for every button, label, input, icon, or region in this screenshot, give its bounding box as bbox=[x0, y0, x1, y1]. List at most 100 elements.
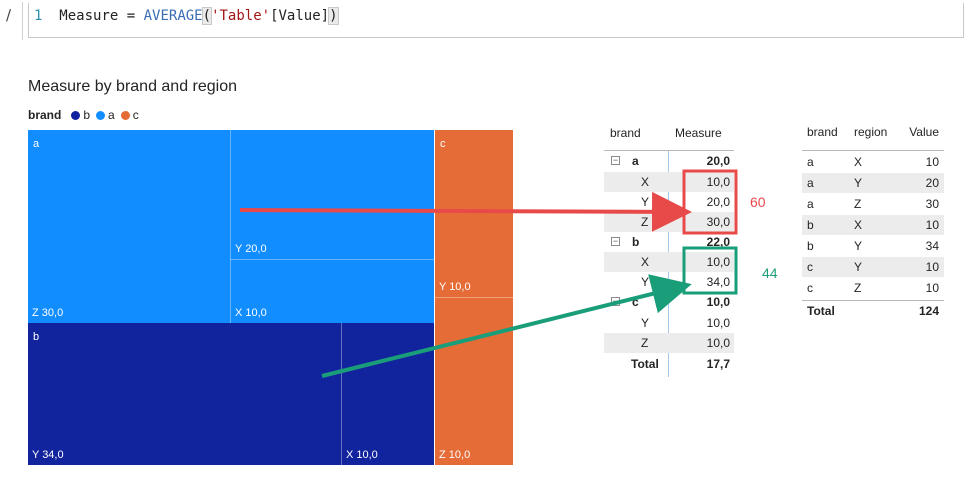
legend-dot-a bbox=[96, 110, 106, 120]
formula-open-paren: ( bbox=[201, 7, 213, 25]
legend-dot-b bbox=[71, 110, 81, 120]
table-cell-region: Y bbox=[854, 239, 863, 253]
matrix-header-rule bbox=[604, 150, 734, 151]
collapse-icon[interactable]: − bbox=[611, 155, 620, 165]
table-cell-brand: c bbox=[807, 260, 813, 274]
matrix-row-value: 10,0 bbox=[706, 255, 730, 269]
formula-function: AVERAGE bbox=[143, 8, 203, 24]
legend-label-c[interactable]: c bbox=[132, 108, 139, 122]
annotation-label-red: 60 bbox=[750, 194, 766, 210]
table-total-label: Total bbox=[807, 304, 835, 318]
matrix-header-measure[interactable]: Measure bbox=[675, 126, 722, 140]
matrix-row-value: 20,0 bbox=[706, 195, 730, 209]
chart-legend: brand b a c bbox=[28, 108, 139, 122]
tile-label-b-y: Y 34,0 bbox=[32, 449, 64, 461]
table-cell-region: Z bbox=[854, 197, 862, 211]
treemap-tile-c[interactable]: c Y 10,0 Z 10,0 bbox=[434, 130, 514, 465]
matrix-group-c-total: 10,0 bbox=[706, 295, 730, 309]
formula-equals: = bbox=[118, 8, 144, 24]
matrix-row-value: 10,0 bbox=[706, 175, 730, 189]
table-cell-brand: a bbox=[807, 197, 814, 211]
matrix-group-c[interactable]: c bbox=[632, 295, 639, 309]
table-cell-region: X bbox=[854, 218, 863, 232]
row-bg bbox=[802, 173, 944, 193]
formula-close-paren: ) bbox=[328, 7, 339, 25]
formula-separator bbox=[22, 2, 23, 40]
table-cell-brand: b bbox=[807, 218, 814, 232]
legend-label-a[interactable]: a bbox=[108, 108, 115, 122]
formula-text[interactable]: 1 Measure = AVERAGE('Table'[Value]) bbox=[34, 7, 339, 25]
table-cell-region: X bbox=[854, 155, 863, 169]
matrix-row-region: Y bbox=[641, 195, 650, 209]
table-header-brand[interactable]: brand bbox=[807, 125, 838, 139]
table-cell-value: 10 bbox=[925, 218, 939, 232]
table-cell-region: Y bbox=[854, 176, 863, 190]
treemap: a Z 30,0 Y 20,0 X 10,0 b Y 34,0 X 10,0 c… bbox=[28, 130, 514, 465]
matrix-row-region: Y bbox=[641, 275, 650, 289]
matrix-row-value: 30,0 bbox=[706, 215, 730, 229]
formula-measure-name: Measure bbox=[59, 8, 119, 24]
table-cell-brand: a bbox=[807, 155, 814, 169]
formula-table-ref: 'Table' bbox=[211, 8, 271, 24]
table-total-rule bbox=[802, 300, 944, 301]
formula-bar bbox=[0, 0, 968, 44]
matrix-row-region: X bbox=[641, 255, 650, 269]
matrix-header-brand[interactable]: brand bbox=[610, 126, 641, 140]
table-cell-value: 34 bbox=[925, 239, 939, 253]
tile-divider bbox=[435, 297, 514, 298]
matrix-row-value: 10,0 bbox=[706, 316, 730, 330]
matrix-row-region: Z bbox=[641, 215, 649, 229]
table-cell-region: Z bbox=[854, 281, 862, 295]
matrix-row-value: 34,0 bbox=[706, 275, 730, 289]
table-visual: brand region Value a X 10 a Y 20 a Z 30 … bbox=[802, 120, 946, 325]
tile-divider bbox=[230, 259, 434, 260]
formula-line-number: 1 bbox=[34, 8, 43, 24]
table-cell-value: 10 bbox=[925, 260, 939, 274]
matrix-row-region: Z bbox=[641, 336, 649, 350]
legend-title: brand bbox=[28, 108, 62, 122]
check-icon[interactable]: ∕ bbox=[6, 6, 12, 24]
matrix-visual: brand Measure − a 20,0 X 10,0 Y 20,0 Z 3… bbox=[604, 120, 736, 380]
matrix-row-region: Y bbox=[641, 316, 650, 330]
row-bg bbox=[802, 215, 944, 235]
tile-divider bbox=[230, 130, 231, 323]
tile-divider bbox=[341, 323, 342, 465]
matrix-group-b-total: 22,0 bbox=[706, 235, 730, 249]
matrix-total-value: 17,7 bbox=[706, 357, 730, 371]
annotation-label-green: 44 bbox=[762, 265, 778, 281]
collapse-icon[interactable]: − bbox=[611, 236, 620, 246]
table-cell-brand: b bbox=[807, 239, 814, 253]
legend-dot-c bbox=[120, 110, 130, 120]
table-cell-value: 10 bbox=[925, 155, 939, 169]
tile-label-c-y: Y 10,0 bbox=[439, 281, 471, 293]
tile-label-c: c bbox=[440, 138, 446, 150]
row-bg bbox=[802, 257, 944, 277]
table-cell-value: 30 bbox=[925, 197, 939, 211]
matrix-group-a-total: 20,0 bbox=[706, 154, 730, 168]
treemap-tile-a[interactable]: a Z 30,0 Y 20,0 X 10,0 bbox=[28, 130, 434, 323]
collapse-icon[interactable]: − bbox=[611, 296, 620, 306]
tile-label-a-z: Z 30,0 bbox=[32, 307, 64, 319]
table-header-region[interactable]: region bbox=[854, 125, 888, 139]
table-cell-brand: a bbox=[807, 176, 814, 190]
table-cell-value: 20 bbox=[925, 176, 939, 190]
treemap-tile-b[interactable]: b Y 34,0 X 10,0 bbox=[28, 323, 434, 465]
table-total-value: 124 bbox=[918, 304, 939, 318]
tile-label-b: b bbox=[33, 331, 40, 343]
matrix-row-region: X bbox=[641, 175, 650, 189]
table-cell-region: Y bbox=[854, 260, 863, 274]
tile-label-c-z: Z 10,0 bbox=[439, 449, 471, 461]
tile-label-a-y: Y 20,0 bbox=[235, 243, 267, 255]
matrix-group-b[interactable]: b bbox=[632, 235, 640, 249]
matrix-group-a[interactable]: a bbox=[632, 154, 639, 168]
formula-column-ref: [Value] bbox=[270, 8, 330, 24]
table-cell-brand: c bbox=[807, 281, 813, 295]
formula-input[interactable] bbox=[28, 3, 964, 38]
table-header-value[interactable]: Value bbox=[909, 125, 939, 139]
matrix-row-value: 10,0 bbox=[706, 336, 730, 350]
table-cell-value: 10 bbox=[925, 281, 939, 295]
legend-label-b[interactable]: b bbox=[83, 108, 91, 122]
chart-title: Measure by brand and region bbox=[28, 78, 238, 95]
tile-label-b-x: X 10,0 bbox=[346, 449, 378, 461]
tile-label-a-x: X 10,0 bbox=[235, 307, 267, 319]
